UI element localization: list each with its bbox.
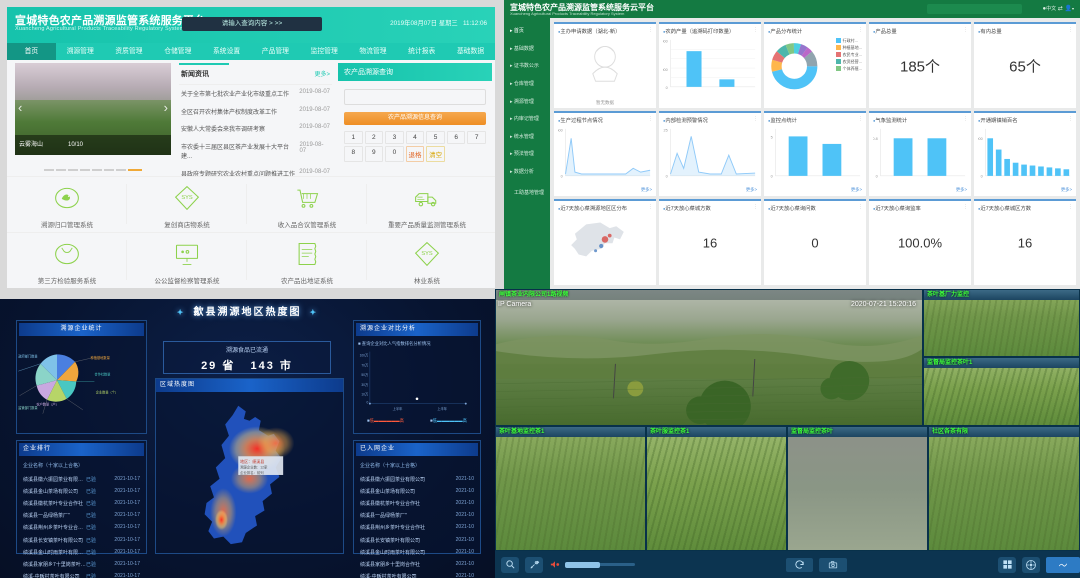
svg-text:70万: 70万 [361, 363, 369, 367]
svg-text:溯源企业数：12家: 溯源企业数：12家 [240, 464, 268, 469]
svg-text:5: 5 [771, 135, 773, 139]
svg-text:0: 0 [561, 174, 563, 178]
svg-text:政府部门数量: 政府部门数量 [18, 354, 38, 359]
svg-text:监管部门数量: 监管部门数量 [18, 405, 38, 410]
svg-text:0: 0 [666, 86, 668, 90]
svg-text:0.8: 0.8 [873, 137, 878, 141]
svg-text:2,000: 2,000 [663, 40, 668, 44]
svg-text:地区：绩溪县: 地区：绩溪县 [240, 458, 264, 464]
svg-text:1,000: 1,000 [663, 68, 668, 72]
svg-text:上半年: 上半年 [437, 406, 447, 411]
svg-text:10万: 10万 [361, 393, 369, 397]
svg-text:25,000: 25,000 [978, 137, 983, 141]
svg-text:0: 0 [876, 174, 878, 178]
svg-text:SYS: SYS [181, 195, 193, 201]
svg-text:农户数量（户）: 农户数量（户） [36, 401, 59, 406]
svg-text:0: 0 [366, 401, 368, 405]
svg-text:0: 0 [666, 174, 668, 178]
svg-text:SYS: SYS [421, 251, 433, 257]
svg-text:30万: 30万 [361, 383, 369, 387]
svg-text:0: 0 [771, 174, 773, 178]
svg-text:25: 25 [664, 128, 668, 132]
svg-text:0: 0 [981, 174, 983, 178]
svg-text:500: 500 [558, 128, 563, 132]
svg-text:合作社数量: 合作社数量 [94, 372, 111, 377]
svg-text:上半年: 上半年 [393, 406, 403, 411]
svg-text:50万: 50万 [361, 373, 369, 377]
svg-text:企业数量（个）: 企业数量（个） [96, 390, 119, 395]
svg-text:企业排名：前列: 企业排名：前列 [240, 470, 264, 475]
svg-text:种植基地数量: 种植基地数量 [91, 355, 111, 360]
svg-text:100万: 100万 [360, 354, 369, 358]
